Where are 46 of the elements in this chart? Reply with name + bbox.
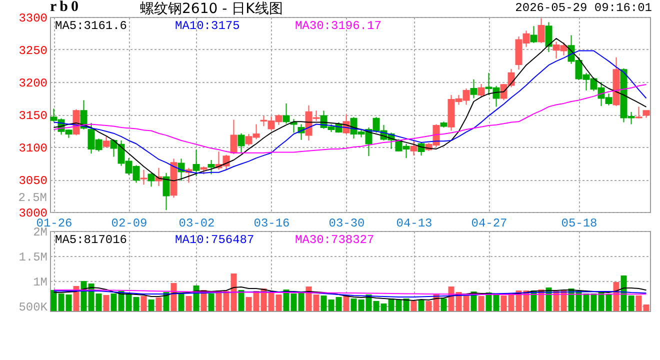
x-tick-label: 02-09 <box>111 216 148 230</box>
y-tick-label: 3100 <box>18 142 48 156</box>
chart-title: 螺纹钢2610 - 日K线图 <box>140 1 283 17</box>
candlestick <box>238 132 245 154</box>
candlestick <box>140 169 148 186</box>
candlestick <box>208 160 215 175</box>
text: MA30:3196.17 <box>295 19 382 33</box>
candlestick <box>538 18 545 44</box>
candlestick <box>102 136 110 148</box>
x-tick-label: 05-18 <box>561 216 598 230</box>
y-tick-label: 1M <box>33 276 48 290</box>
text: rb0 <box>50 0 82 15</box>
text: MA5:817016 <box>55 233 128 247</box>
text: 2026-05-29 09:16:01 <box>515 1 652 15</box>
y-tick-label: 3250 <box>18 44 48 58</box>
candlestick <box>148 172 155 188</box>
y-tick-label: 3200 <box>18 76 48 90</box>
y-tick-label: 3150 <box>18 109 48 123</box>
y-tick-label: 500K <box>18 300 48 314</box>
text: MA10:756487 <box>175 233 254 247</box>
x-tick-label: 04-13 <box>396 216 432 230</box>
line-series <box>53 84 647 154</box>
text: MA5:3161.6 <box>55 19 128 33</box>
candlestick <box>470 78 478 99</box>
candlestick <box>290 118 298 134</box>
text: MA30:738327 <box>295 233 374 247</box>
x-tick-label: 03-16 <box>254 216 290 230</box>
text: 2.5M <box>18 191 47 205</box>
candlestick <box>410 140 418 156</box>
candlestick <box>635 106 642 119</box>
line-series <box>53 286 647 301</box>
y-tick-label: 3300 <box>18 12 48 26</box>
x-tick-label: 03-30 <box>328 216 365 230</box>
y-tick-label: 3050 <box>18 174 48 188</box>
y-tick-label: 1.5M <box>18 250 48 264</box>
candlestick <box>162 172 170 211</box>
text: MA10:3175 <box>175 19 240 33</box>
candlestick <box>530 26 538 44</box>
candlestick <box>282 102 290 124</box>
candlestick <box>192 149 200 177</box>
x-tick-label: 04-27 <box>471 216 508 230</box>
candlestick <box>230 119 238 155</box>
candlestick <box>545 22 552 53</box>
x-tick-label: 03-02 <box>178 216 215 230</box>
line-series <box>53 290 647 298</box>
candlestick <box>478 83 485 98</box>
